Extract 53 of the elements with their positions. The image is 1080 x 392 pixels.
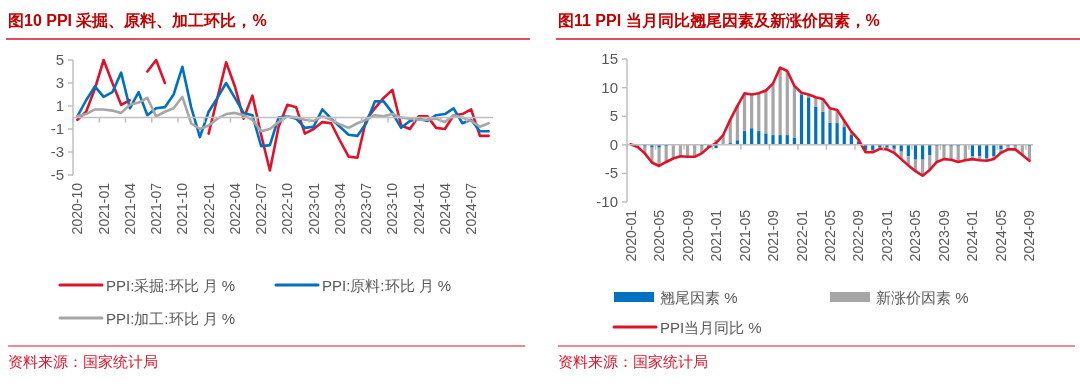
x-tick-label: 2024-01 [410,182,427,235]
x-tick-label: 2023-05 [907,209,924,262]
y-tick-label: -5 [604,164,618,182]
x-tick-label: 2020-09 [679,209,696,262]
legend-label: PPI当月同比 % [660,319,762,336]
x-tick-label: 2022-10 [279,182,296,235]
legend-label: PPI:采掘:环比 月 % [106,277,236,294]
y-tick-label: 1 [55,97,64,114]
x-tick-label: 2023-07 [358,182,375,235]
x-tick-label: 2020-01 [622,209,639,262]
x-tick-label: 2021-04 [121,182,138,235]
y-tick-label: 15 [601,50,618,67]
legend-label: 新涨价因素 % [876,289,969,306]
x-tick-label: 2022-05 [822,209,838,262]
x-tick-label: 2023-09 [935,209,952,262]
x-tick-label: 2021-09 [765,209,782,262]
x-tick-label: 2020-10 [69,182,86,235]
chart-title: 图11 PPI 当月同比翘尾因素及新涨价因素，% [558,12,880,29]
x-tick-label: 2024-01 [964,209,981,262]
x-tick-label: 2021-01 [708,209,725,262]
x-tick-label: 2024-07 [463,182,480,235]
x-tick-label: 2023-01 [878,209,895,262]
x-tick-label: 2021-01 [95,182,112,235]
legend-label: PPI:原料:环比 月 % [322,277,452,294]
y-tick-label: 10 [601,78,618,96]
x-tick-label: 2024-09 [1021,209,1038,262]
y-tick-label: -5 [50,166,64,183]
x-tick-label: 2022-01 [200,182,217,235]
y-tick-label: 3 [55,74,64,91]
x-tick-label: 2023-01 [305,182,322,235]
y-tick-label: -3 [50,143,64,160]
y-tick-label: 5 [609,107,618,125]
text: 资料来源：国家统计局 [558,353,708,370]
x-tick-label: 2021-05 [736,209,753,262]
x-tick-label: 2020-05 [651,209,668,262]
y-tick-label: 5 [55,51,64,68]
text: 资料来源：国家统计局 [8,353,158,370]
y-tick-label: -10 [596,193,618,210]
x-tick-label: 2024-04 [436,182,453,235]
y-tick-label: 0 [609,135,618,153]
legend-label: 翘尾因素 % [660,289,738,306]
x-tick-label: 2022-04 [226,182,243,235]
x-tick-label: 2021-07 [148,182,165,235]
chart-title: 图10 PPI 采掘、原料、加工环比，% [8,12,267,29]
x-tick-label: 2024-05 [992,209,1009,262]
x-tick-label: 2023-04 [331,182,348,235]
x-tick-label: 2022-01 [793,209,810,262]
legend-label: PPI:加工:环比 月 % [106,310,236,327]
x-tick-label: 2023-10 [384,182,401,235]
x-tick-label: 2022-07 [253,182,270,235]
x-tick-label: 2021-10 [174,182,191,235]
x-tick-label: 2022-09 [850,209,867,262]
y-tick-label: -1 [50,120,64,137]
